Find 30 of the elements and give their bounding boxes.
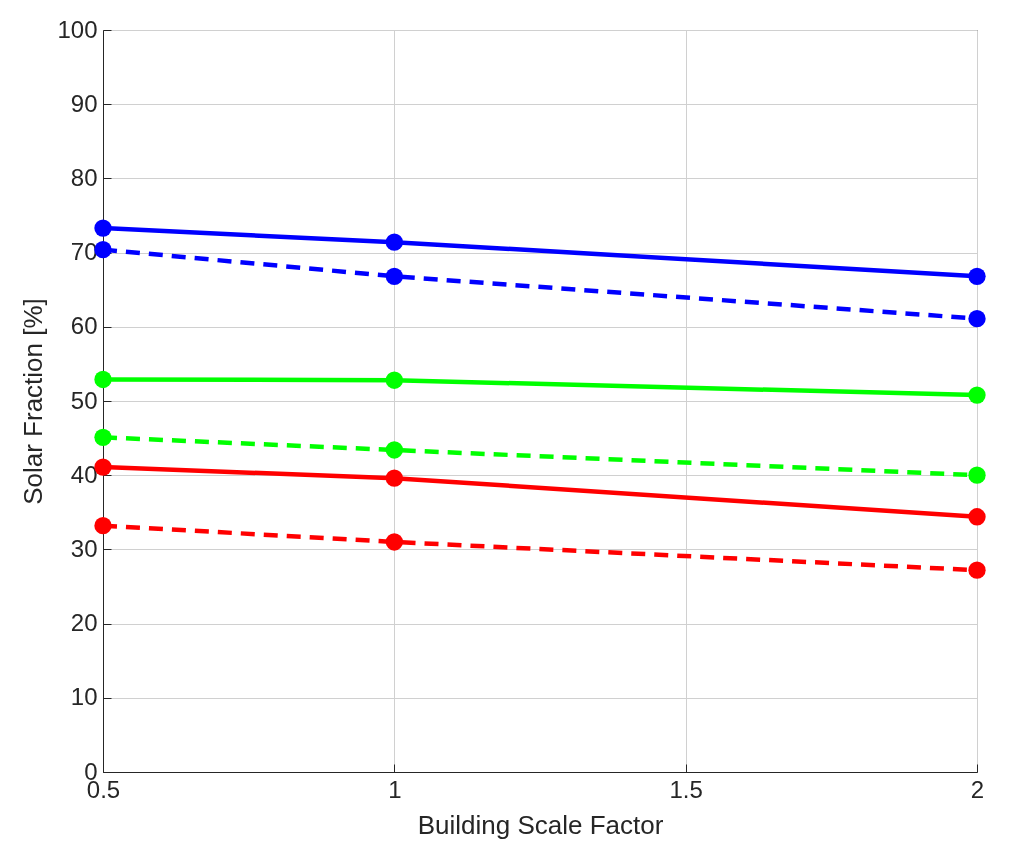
y-tick-label: 30: [70, 534, 98, 562]
point: [94, 219, 112, 237]
point: [94, 428, 112, 446]
y-tick-label: 40: [70, 460, 98, 488]
point: [968, 561, 986, 579]
y-tick-label: 100: [57, 15, 98, 43]
y-tick-label: 60: [70, 312, 98, 340]
point: [94, 517, 112, 535]
point: [968, 386, 986, 404]
x-axis-title: Building Scale Factor: [417, 809, 664, 840]
point: [968, 310, 986, 328]
y-tick-label: 50: [70, 386, 98, 414]
point: [385, 233, 403, 251]
point: [968, 508, 986, 526]
y-axis-title: Solar Fraction [%]: [18, 298, 49, 505]
y-tick-label: 20: [70, 609, 98, 637]
y-tick-label: 80: [70, 163, 98, 191]
point: [385, 469, 403, 487]
point: [385, 371, 403, 389]
x-tick-label: 2: [970, 775, 985, 803]
point: [385, 267, 403, 285]
point: [94, 370, 112, 389]
y-tick-label: 90: [70, 89, 98, 117]
point: [968, 466, 986, 484]
point: [385, 441, 403, 459]
point: [385, 533, 403, 551]
y-tick-label: 10: [70, 683, 98, 711]
x-tick-label: 1.5: [669, 775, 703, 803]
point: [968, 267, 986, 285]
x-tick-label: 1: [388, 775, 402, 803]
